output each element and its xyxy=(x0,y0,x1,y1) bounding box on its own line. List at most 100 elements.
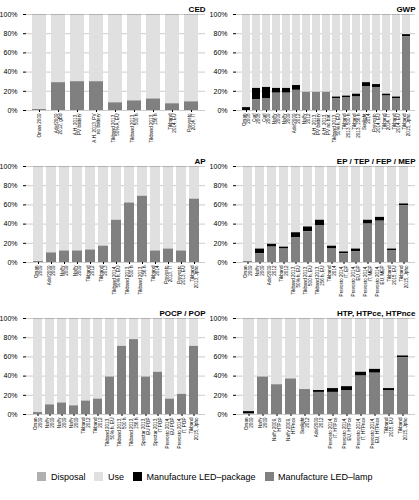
svg-text:40%: 40% xyxy=(3,68,17,75)
svg-text:Oman2008: Oman2008 xyxy=(242,113,252,126)
svg-text:Tikband2013: Tikband2013 xyxy=(99,265,109,282)
svg-text:Naffy2009: Naffy2009 xyxy=(272,113,282,124)
svg-text:Tikband2015, Jpho: Tikband2015, Jpho xyxy=(402,113,412,136)
svg-text:100%: 100% xyxy=(0,315,18,322)
svg-text:60%: 60% xyxy=(213,49,227,56)
svg-text:Tikband2014, EU: Tikband2014, EU xyxy=(168,113,178,133)
svg-text:Tikband 2013,500 h: Tikband 2013,500 h xyxy=(117,417,127,446)
svg-text:60%: 60% xyxy=(213,201,227,208)
svg-text:A.H. 2013,PV battery: A.H. 2013,PV battery xyxy=(73,113,83,135)
svg-text:0%: 0% xyxy=(7,259,17,266)
svg-text:Tikband 2013,50% h, EU: Tikband 2013,50% h, EU xyxy=(291,266,301,295)
svg-text:Tikband2012: Tikband2012 xyxy=(81,417,91,434)
svg-text:HTP, HTPce, HTPnce: HTP, HTPce, HTPnce xyxy=(337,309,416,318)
svg-text:Naffy2009: Naffy2009 xyxy=(45,417,55,428)
svg-text:Prevosto 2014,IT, POP: Prevosto 2014,IT, POP xyxy=(177,418,187,449)
svg-text:Prevosto 2014,IT, HTPnce: Prevosto 2014,IT, HTPnce xyxy=(356,417,366,448)
svg-text:Tikband2015, Jpho: Tikband2015, Jpho xyxy=(399,265,409,288)
svg-text:0%: 0% xyxy=(7,107,17,114)
svg-text:Tikband 2013,50% h, EU: Tikband 2013,50% h, EU xyxy=(332,114,342,143)
svg-text:A.H. 2013,PV battery: A.H. 2013,PV battery xyxy=(312,113,322,135)
svg-text:100%: 100% xyxy=(210,11,228,18)
svg-text:Oman2009: Oman2009 xyxy=(244,417,254,430)
svg-text:Tikband2015, Jpho: Tikband2015, Jpho xyxy=(398,417,408,440)
svg-text:Tikband2012: Tikband2012 xyxy=(279,265,289,282)
svg-text:Adef20092012: Adef20092012 xyxy=(292,113,302,133)
svg-text:100%: 100% xyxy=(0,11,18,18)
svg-text:EP / TEP / FEP / MEP: EP / TEP / FEP / MEP xyxy=(337,157,416,166)
svg-text:Prevosto 2014,EU, HTPce: Prevosto 2014,EU, HTPce xyxy=(342,417,352,448)
svg-text:Tikband 2013,50% h, EU: Tikband 2013,50% h, EU xyxy=(105,418,115,447)
svg-text:20%: 20% xyxy=(3,392,17,399)
svg-text:Naffy 2009,HTPce: Naffy 2009,HTPce xyxy=(272,417,282,441)
svg-text:60%: 60% xyxy=(3,49,17,56)
svg-text:Prevosto 2014,EU, MEP: Prevosto 2014,EU, MEP xyxy=(375,266,385,297)
svg-text:Tikband 2013,500 h: Tikband 2013,500 h xyxy=(125,265,135,294)
svg-text:Adef20092012: Adef20092012 xyxy=(267,265,277,285)
svg-text:20%: 20% xyxy=(213,240,227,247)
svg-text:40%: 40% xyxy=(213,372,227,379)
svg-text:Naffy2009: Naffy2009 xyxy=(73,265,83,276)
svg-text:80%: 80% xyxy=(3,30,17,37)
svg-text:Tikband2014: Tikband2014 xyxy=(327,265,337,282)
svg-text:AP: AP xyxy=(194,157,206,166)
svg-text:Sunlight2014: Sunlight2014 xyxy=(362,113,372,130)
svg-text:Tikband2014: Tikband2014 xyxy=(151,265,161,282)
svg-text:Tikband 2013,500 h, EU: Tikband 2013,500 h, EU xyxy=(303,266,313,295)
svg-text:Oman2009: Oman2009 xyxy=(34,265,44,278)
svg-text:Oman2009: Oman2009 xyxy=(243,265,253,278)
svg-text:Tikband2013, Jpho: Tikband2013, Jpho xyxy=(190,265,200,288)
svg-text:GWP: GWP xyxy=(396,5,416,14)
svg-text:Adef20092012, gBd: Adef20092012, gBd xyxy=(54,113,64,134)
svg-text:Tikband2013, 156 h: Tikband2013, 156 h xyxy=(352,113,362,138)
svg-text:Prevosto2014, EU: Prevosto2014, EU xyxy=(372,113,382,133)
svg-text:Naffy2009: Naffy2009 xyxy=(255,265,265,276)
svg-text:Naffy 2009,HTPnce: Naffy 2009,HTPnce xyxy=(286,417,296,441)
svg-text:Prevosto 2014,EU, EP: Prevosto 2014,EU, EP xyxy=(351,266,361,297)
svg-text:Tikband 2013,500 h: Tikband 2013,500 h xyxy=(130,113,140,142)
svg-text:Prevosto 2014,EU, HTPnce: Prevosto 2014,EU, HTPnce xyxy=(370,417,380,448)
svg-text:40%: 40% xyxy=(3,372,17,379)
svg-text:0%: 0% xyxy=(217,107,227,114)
svg-text:Adef20092012: Adef20092012 xyxy=(314,417,324,437)
svg-text:60%: 60% xyxy=(213,353,227,360)
svg-text:0%: 0% xyxy=(217,411,227,418)
svg-text:Oman 2009: Oman 2009 xyxy=(37,113,42,137)
svg-text:Naffy2012: Naffy2012 xyxy=(302,113,312,124)
svg-text:Prevosto2014, IT: Prevosto2014, IT xyxy=(187,113,197,132)
svg-text:100%: 100% xyxy=(210,163,228,170)
svg-text:80%: 80% xyxy=(213,30,227,37)
svg-text:Tikband 2014,50% h, EU: Tikband 2014,50% h, EU xyxy=(112,266,122,295)
svg-text:80%: 80% xyxy=(3,334,17,341)
svg-text:Tikband2012: Tikband2012 xyxy=(93,417,103,434)
svg-text:100%: 100% xyxy=(210,315,228,322)
svg-text:Naffy2009: Naffy2009 xyxy=(60,265,70,276)
svg-text:60%: 60% xyxy=(3,353,17,360)
svg-text:Adef20092009: Adef20092009 xyxy=(47,265,57,285)
svg-text:80%: 80% xyxy=(3,182,17,189)
svg-text:Tikband2013, 500 h: Tikband2013, 500 h xyxy=(342,113,352,138)
svg-text:20%: 20% xyxy=(213,392,227,399)
svg-text:Tikband2014, IT: Tikband2014, IT xyxy=(382,113,392,130)
svg-text:A.H. 2013,PV no bat.: A.H. 2013,PV no bat. xyxy=(322,114,332,136)
svg-text:0%: 0% xyxy=(7,411,17,418)
svg-text:Tikband 2013,50% A, EU: Tikband 2013,50% A, EU xyxy=(111,114,121,143)
svg-text:A.H. 2013, PVno battery: A.H. 2013, PVno battery xyxy=(92,113,102,143)
svg-text:Spectar 2013,EU POP: Spectar 2013,EU POP xyxy=(141,418,151,447)
svg-text:Naffy2009: Naffy2009 xyxy=(69,417,79,428)
svg-text:Naffy2009: Naffy2009 xyxy=(258,417,268,428)
svg-text:80%: 80% xyxy=(213,182,227,189)
svg-text:Tikband 2013,156 h: Tikband 2013,156 h xyxy=(138,265,148,294)
svg-text:Tikband 2013,156 h: Tikband 2013,156 h xyxy=(149,113,159,142)
svg-text:80%: 80% xyxy=(213,334,227,341)
svg-text:Curl2008: Curl2008 xyxy=(252,113,262,124)
svg-text:Tikband2015, EU: Tikband2015, EU xyxy=(387,265,397,285)
svg-text:20%: 20% xyxy=(3,240,17,247)
svg-text:40%: 40% xyxy=(213,68,227,75)
svg-text:20%: 20% xyxy=(213,88,227,95)
svg-text:CED: CED xyxy=(189,5,206,14)
svg-text:Spectar 2013,IT POP: Spectar 2013,IT POP xyxy=(153,418,163,447)
svg-text:Prevosto2013, IT: Prevosto2013, IT xyxy=(164,265,174,284)
svg-text:100%: 100% xyxy=(0,163,18,170)
svg-text:Oman2009: Oman2009 xyxy=(33,417,43,430)
